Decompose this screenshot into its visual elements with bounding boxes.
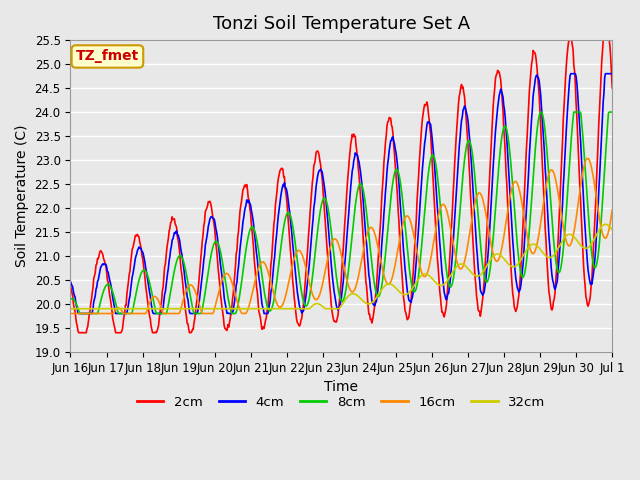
- 4cm: [567, 71, 575, 77]
- 4cm: [75, 311, 83, 316]
- 8cm: [537, 109, 545, 115]
- 32cm: [76, 306, 84, 312]
- 8cm: [77, 311, 84, 316]
- 4cm: [216, 261, 224, 267]
- Legend: 2cm, 4cm, 8cm, 16cm, 32cm: 2cm, 4cm, 8cm, 16cm, 32cm: [132, 390, 551, 414]
- 16cm: [407, 220, 415, 226]
- Line: 16cm: 16cm: [70, 158, 612, 313]
- 8cm: [216, 248, 224, 254]
- 16cm: [216, 286, 223, 291]
- 16cm: [187, 282, 195, 288]
- 4cm: [133, 251, 141, 257]
- 32cm: [602, 221, 609, 227]
- 16cm: [423, 271, 431, 277]
- 16cm: [584, 156, 591, 161]
- 32cm: [609, 227, 616, 233]
- 4cm: [77, 311, 84, 316]
- Y-axis label: Soil Temperature (C): Soil Temperature (C): [15, 125, 29, 267]
- 8cm: [609, 109, 616, 115]
- Line: 8cm: 8cm: [70, 112, 612, 313]
- 16cm: [132, 311, 140, 316]
- 2cm: [133, 233, 141, 239]
- 2cm: [75, 330, 83, 336]
- 2cm: [67, 281, 74, 287]
- 2cm: [188, 329, 196, 335]
- 4cm: [408, 296, 415, 302]
- 32cm: [423, 271, 431, 277]
- 2cm: [609, 85, 616, 91]
- 4cm: [67, 278, 74, 284]
- 2cm: [77, 330, 84, 336]
- 32cm: [67, 306, 74, 312]
- 2cm: [424, 102, 431, 108]
- Line: 2cm: 2cm: [70, 40, 612, 333]
- 2cm: [216, 291, 224, 297]
- 8cm: [188, 301, 196, 307]
- 8cm: [133, 287, 141, 293]
- Text: TZ_fmet: TZ_fmet: [76, 49, 139, 63]
- 4cm: [188, 311, 196, 316]
- 32cm: [407, 288, 415, 293]
- 16cm: [76, 311, 84, 316]
- 4cm: [424, 119, 431, 125]
- 8cm: [408, 283, 415, 288]
- 2cm: [408, 288, 415, 293]
- 8cm: [424, 177, 431, 182]
- Line: 4cm: 4cm: [70, 74, 612, 313]
- 16cm: [609, 207, 616, 213]
- Title: Tonzi Soil Temperature Set A: Tonzi Soil Temperature Set A: [212, 15, 470, 33]
- 4cm: [609, 71, 616, 77]
- 16cm: [67, 311, 74, 316]
- 32cm: [187, 306, 195, 312]
- 8cm: [76, 311, 84, 316]
- 32cm: [132, 306, 140, 312]
- Line: 32cm: 32cm: [70, 224, 612, 309]
- X-axis label: Time: Time: [324, 380, 358, 394]
- 32cm: [216, 306, 223, 312]
- 2cm: [566, 37, 573, 43]
- 8cm: [67, 297, 74, 302]
